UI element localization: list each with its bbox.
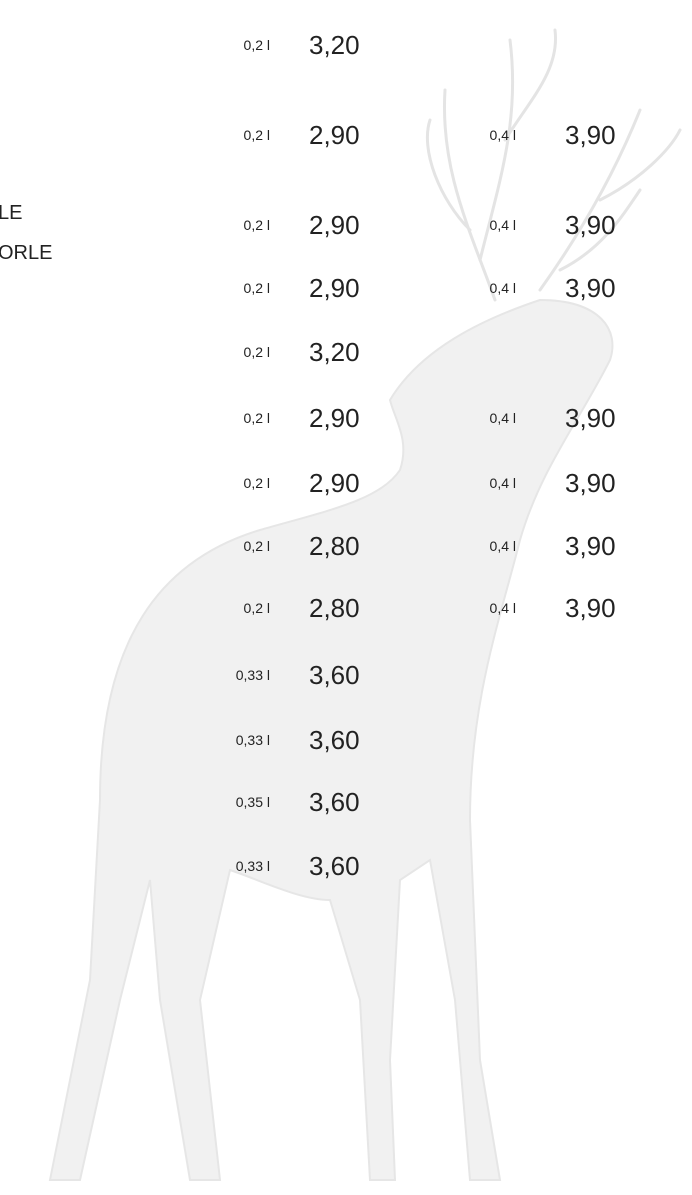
price: 2,80 <box>309 595 360 621</box>
price: 3,60 <box>309 789 360 815</box>
size-label: 0,4 l <box>456 411 516 425</box>
price: 3,60 <box>309 853 360 879</box>
price: 3,90 <box>565 595 616 621</box>
price: 2,90 <box>309 470 360 496</box>
price: 2,90 <box>309 275 360 301</box>
item-name: LE <box>0 203 22 223</box>
size-label: 0,4 l <box>456 281 516 295</box>
price: 3,90 <box>565 533 616 559</box>
price: 2,90 <box>309 122 360 148</box>
price: 3,90 <box>565 275 616 301</box>
size-label: 0,4 l <box>456 476 516 490</box>
size-label: 0,2 l <box>210 411 270 425</box>
price: 2,90 <box>309 212 360 238</box>
price: 3,90 <box>565 212 616 238</box>
price: 2,90 <box>309 405 360 431</box>
size-label: 0,2 l <box>210 38 270 52</box>
price: 2,80 <box>309 533 360 559</box>
price: 3,20 <box>309 32 360 58</box>
size-label: 0,4 l <box>456 218 516 232</box>
size-label: 0,33 l <box>210 733 270 747</box>
item-name: ORLE <box>0 243 52 263</box>
size-label: 0,35 l <box>210 795 270 809</box>
size-label: 0,33 l <box>210 859 270 873</box>
size-label: 0,4 l <box>456 601 516 615</box>
menu-page: LE ORLE 0,2 l 3,20 0,2 l 2,90 0,4 l 3,90 0,2 l 2,… <box>0 0 692 1195</box>
size-label: 0,4 l <box>456 128 516 142</box>
size-label: 0,2 l <box>210 601 270 615</box>
size-label: 0,2 l <box>210 128 270 142</box>
price: 3,20 <box>309 339 360 365</box>
size-label: 0,33 l <box>210 668 270 682</box>
price: 3,90 <box>565 122 616 148</box>
size-label: 0,4 l <box>456 539 516 553</box>
size-label: 0,2 l <box>210 345 270 359</box>
price: 3,90 <box>565 470 616 496</box>
price: 3,60 <box>309 662 360 688</box>
size-label: 0,2 l <box>210 218 270 232</box>
size-label: 0,2 l <box>210 476 270 490</box>
price: 3,60 <box>309 727 360 753</box>
size-label: 0,2 l <box>210 539 270 553</box>
size-label: 0,2 l <box>210 281 270 295</box>
price: 3,90 <box>565 405 616 431</box>
